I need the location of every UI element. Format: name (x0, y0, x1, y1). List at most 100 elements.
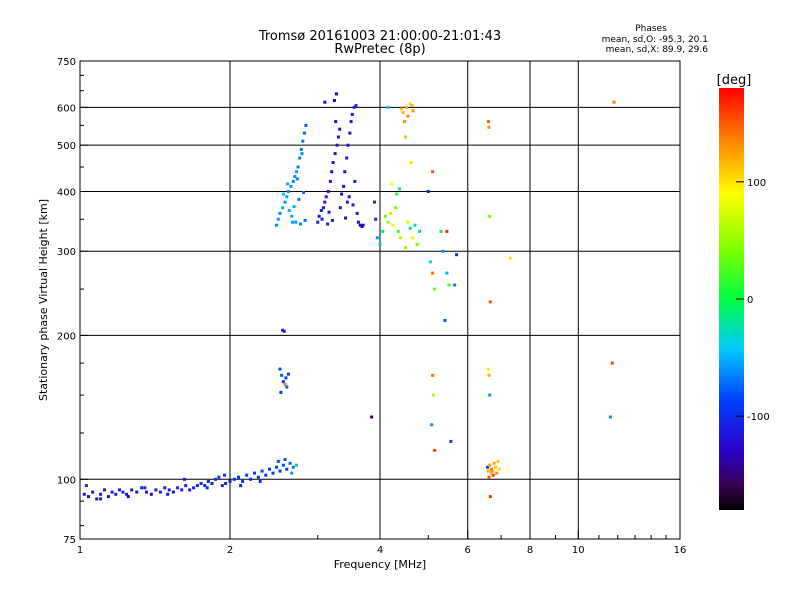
data-point (283, 458, 287, 461)
data-point (439, 229, 443, 233)
data-point (327, 210, 331, 214)
data-point (453, 283, 457, 287)
data-point (253, 471, 256, 475)
data-point (488, 463, 492, 467)
data-point (241, 479, 245, 483)
chart-title: Tromsø 20161003 21:00:00-21:01:43 (258, 29, 501, 44)
data-point (488, 393, 492, 397)
data-point (328, 179, 332, 183)
data-point (487, 475, 491, 479)
data-point (418, 229, 421, 233)
data-point (323, 200, 327, 204)
data-point (431, 271, 435, 275)
data-point (291, 220, 294, 224)
data-point (398, 187, 402, 191)
data-point (103, 488, 106, 492)
data-point (82, 492, 86, 496)
data-point (293, 175, 297, 178)
data-point (431, 373, 435, 377)
x-tick-label: 2 (227, 545, 233, 556)
data-point (486, 120, 490, 124)
data-point (333, 152, 337, 156)
data-point (232, 477, 236, 481)
data-point (441, 249, 445, 253)
title-group: Tromsø 20161003 21:00:00-21:01:43 RwPret… (258, 29, 501, 57)
x-axis-label: Frequency [MHz] (334, 558, 426, 571)
data-point (487, 373, 491, 377)
data-point (404, 105, 408, 109)
data-point (386, 220, 390, 224)
data-point (391, 223, 395, 227)
data-point (280, 373, 284, 377)
data-point (340, 192, 344, 196)
data-point (284, 376, 288, 380)
data-point (430, 423, 434, 427)
data-point (390, 182, 394, 186)
data-point (237, 475, 240, 479)
data-point (275, 465, 279, 469)
data-point (298, 156, 302, 160)
data-point (487, 125, 491, 129)
data-point (285, 195, 289, 199)
data-point (491, 473, 495, 477)
data-point (217, 475, 221, 479)
data-point (135, 490, 139, 494)
data-point (239, 484, 243, 488)
data-point (370, 415, 374, 419)
data-point (278, 211, 282, 215)
data-point (338, 127, 342, 131)
data-point (346, 143, 350, 147)
colorbar-tick-label: 0 (747, 295, 753, 306)
data-point (290, 214, 294, 218)
colorbar-tick-label: 100 (747, 178, 766, 189)
data-point (334, 92, 338, 96)
colorbar-label: [deg] (717, 73, 752, 88)
data-point (292, 205, 296, 209)
data-point (114, 492, 118, 496)
data-point (494, 465, 497, 469)
data-point (295, 177, 299, 181)
data-point (319, 209, 323, 212)
data-point (99, 497, 103, 501)
data-point (249, 477, 253, 481)
data-point (383, 214, 387, 218)
data-point (342, 184, 346, 188)
data-point (301, 139, 305, 143)
data-point (449, 439, 453, 443)
data-point (406, 220, 410, 224)
data-point (410, 104, 414, 108)
data-point (281, 463, 285, 467)
data-point (348, 131, 352, 135)
data-points (82, 92, 616, 501)
data-point (610, 361, 614, 365)
data-point (361, 223, 365, 227)
data-point (299, 222, 302, 226)
phases-line-x: mean, sd,X: 89.9, 29.6 (606, 45, 709, 55)
data-point (443, 318, 447, 322)
data-point (214, 477, 217, 481)
data-point (289, 184, 293, 188)
data-point (373, 200, 376, 204)
data-point (349, 120, 353, 124)
colorbar: [deg] 100 0 -100 (717, 73, 770, 510)
data-point (199, 482, 203, 485)
data-point (205, 486, 209, 490)
data-point (332, 99, 336, 102)
data-point (176, 486, 180, 490)
data-point (275, 223, 279, 227)
phases-line-o: mean, sd,O: -95.3, 20.1 (602, 35, 708, 45)
y-axis-ticks: 75 100 200 300 400 500 600 750 (57, 57, 88, 546)
data-point (411, 109, 415, 113)
data-point (295, 170, 298, 174)
data-point (355, 211, 359, 215)
data-point (486, 367, 490, 371)
data-point (343, 170, 347, 174)
data-point (84, 484, 88, 488)
data-point (180, 488, 184, 492)
data-point (408, 226, 412, 230)
data-point (331, 161, 335, 164)
data-point (428, 260, 432, 264)
data-point (317, 214, 321, 218)
data-point (279, 390, 283, 394)
data-point (394, 206, 398, 210)
